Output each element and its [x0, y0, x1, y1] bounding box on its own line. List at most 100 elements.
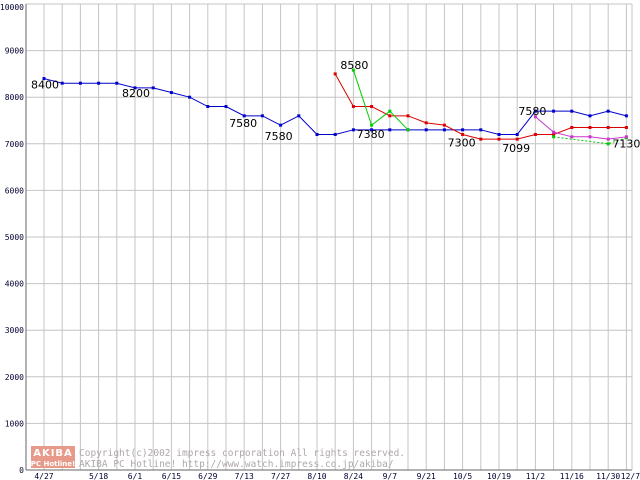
logo-top-box	[31, 446, 75, 458]
data-point	[60, 81, 64, 85]
data-point	[388, 128, 392, 132]
data-point	[497, 137, 501, 141]
x-tick-label: 10/19	[487, 472, 511, 480]
data-point	[588, 135, 592, 139]
data-point	[624, 135, 628, 139]
data-point	[624, 125, 628, 129]
data-point	[533, 115, 537, 119]
x-tick-label: 7/13	[235, 472, 254, 480]
series-lines	[42, 68, 628, 146]
data-point	[606, 142, 610, 146]
data-point	[479, 137, 483, 141]
data-point	[552, 135, 556, 139]
x-tick-label: 11/2	[526, 472, 545, 480]
data-point	[224, 105, 228, 109]
data-point	[552, 109, 556, 113]
data-point	[588, 125, 592, 129]
data-label: 8200	[122, 87, 150, 100]
data-point	[351, 105, 355, 109]
x-tick-labels: 4/27 5/18 6/1 6/15 6/29 7/13 7/27 8/10 8/24 9/7 9/…	[34, 472, 640, 480]
data-point	[188, 95, 192, 99]
data-label: 7580	[265, 130, 293, 143]
data-point	[479, 128, 483, 132]
x-tick-label: 6/29	[198, 472, 217, 480]
logo-bottom-text: PC Hotline!	[31, 460, 75, 468]
data-point	[42, 77, 46, 81]
grid	[26, 3, 632, 470]
data-point	[570, 109, 574, 113]
data-point	[242, 114, 246, 118]
series-line	[352, 70, 409, 131]
x-tick-label: 11/16	[560, 472, 584, 480]
data-point	[315, 132, 319, 136]
x-tick-label: 8/10	[307, 472, 326, 480]
logo-bottom-box	[31, 458, 75, 468]
data-point	[515, 132, 519, 136]
x-tick-label: 9/21	[417, 472, 436, 480]
x-tick-label: 11/30	[596, 472, 620, 480]
data-point	[570, 125, 574, 129]
data-point	[424, 121, 428, 125]
data-point	[370, 105, 374, 109]
data-label: 7099	[502, 142, 530, 155]
series-line	[535, 116, 627, 140]
data-point	[388, 114, 392, 118]
data-point	[133, 86, 137, 90]
data-point	[533, 109, 537, 113]
y-tick-label: 2000	[5, 373, 24, 382]
x-tick-label: 10/5	[453, 472, 472, 480]
data-point	[78, 81, 82, 85]
y-tick-label: 8000	[5, 93, 24, 102]
data-point	[552, 130, 556, 134]
x-tick-label: 12/7	[621, 472, 640, 480]
data-point	[297, 114, 301, 118]
x-tick-label: 6/1	[128, 472, 143, 480]
x-tick-label: 8/24	[344, 472, 363, 480]
y-tick-labels: 0 1000 2000 3000 4000 5000 6000 7000 8000 9000 100…	[0, 3, 24, 475]
data-point	[442, 128, 446, 132]
axes	[25, 4, 633, 471]
data-point	[151, 86, 155, 90]
x-tick-label: 4/27	[34, 472, 53, 480]
data-point	[606, 125, 610, 129]
data-point	[424, 128, 428, 132]
data-labels: 8400 8200 7580 7580 8580 7380 7300 7099 7580 7130	[31, 59, 640, 155]
y-tick-label: 6000	[5, 186, 24, 195]
data-point	[461, 128, 465, 132]
data-point	[515, 137, 519, 141]
data-point	[351, 128, 355, 132]
data-label: 8400	[31, 79, 59, 92]
data-point	[461, 132, 465, 136]
data-point	[115, 81, 119, 85]
data-point	[406, 128, 410, 132]
x-tick-label: 6/15	[162, 472, 181, 480]
y-tick-label: 5000	[5, 233, 24, 242]
data-point	[624, 114, 628, 118]
data-label: 7130	[612, 138, 640, 151]
y-tick-label: 1000	[5, 419, 24, 428]
data-point	[388, 109, 392, 113]
data-point	[497, 132, 501, 136]
data-point	[260, 114, 264, 118]
x-tick-label: 7/27	[271, 472, 290, 480]
data-point	[206, 105, 210, 109]
y-tick-label: 4000	[5, 280, 24, 289]
logo-top-text: AKIBA	[33, 448, 73, 459]
data-point	[169, 91, 173, 95]
copyright-line: Copyright(c)2002 impress corporation All…	[79, 448, 405, 459]
data-label: 7380	[357, 128, 385, 141]
copyright-watermark: AKIBA PC Hotline! Copyright(c)2002 impre…	[31, 446, 405, 470]
data-point	[333, 72, 337, 76]
x-tick-label: 9/7	[383, 472, 398, 480]
data-point	[552, 132, 556, 136]
data-label: 8580	[340, 59, 368, 72]
y-tick-label: 10000	[0, 3, 24, 12]
data-label: 7300	[448, 136, 476, 149]
data-label: 7580	[229, 117, 257, 130]
data-point	[442, 123, 446, 127]
data-label: 7580	[518, 105, 546, 118]
x-tick-label: 5/18	[89, 472, 108, 480]
data-point	[97, 81, 101, 85]
